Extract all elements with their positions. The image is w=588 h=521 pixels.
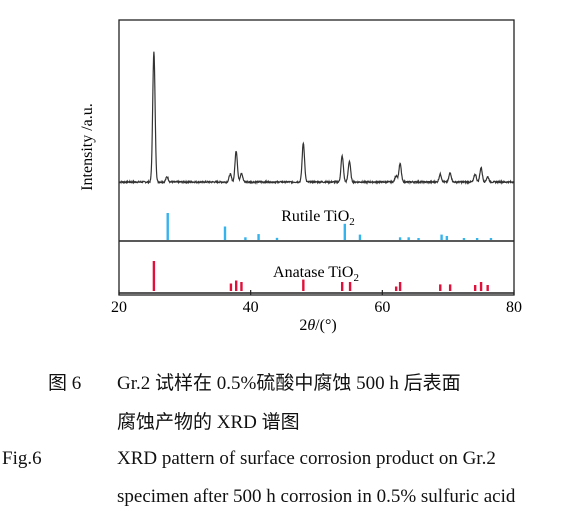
- xrd-pattern: [118, 51, 515, 186]
- caption-en-label: Fig.6: [2, 448, 42, 469]
- caption-cn-line2: 腐蚀产物的 XRD 谱图: [117, 412, 300, 433]
- caption-cn-text1: Gr.2 试样在 0.5%硫酸中腐蚀 500 h 后表面: [117, 373, 461, 394]
- x-tick-label: 60: [374, 299, 390, 316]
- caption-cn-line1: 图 6 Gr.2 试样在 0.5%硫酸中腐蚀 500 h 后表面: [48, 368, 461, 395]
- caption-en-line1: Fig.6 XRD pattern of surface corrosion pr…: [2, 448, 496, 470]
- x-axis-label-prefix: 2: [299, 317, 307, 334]
- rutile-legend-subscript: 2: [349, 216, 355, 228]
- plot-border: [118, 19, 515, 296]
- anatase-legend: Anatase TiO2: [273, 264, 359, 284]
- x-tick-label: 80: [506, 299, 522, 316]
- x-tick-label: 40: [243, 299, 259, 316]
- caption-en-line2: specimen after 500 h corrosion in 0.5% s…: [117, 486, 516, 507]
- xrd-chart: 20 40 60 80 Intensity /a.u. 2θ/(°) Rutile T…: [79, 19, 522, 334]
- plot-frame: [118, 19, 515, 296]
- anatase-legend-name: Anatase TiO: [273, 264, 353, 281]
- x-axis-ticks: 20 40 60 80: [111, 290, 522, 316]
- anatase-legend-subscript: 2: [353, 272, 359, 284]
- x-tick-label: 20: [111, 299, 127, 316]
- caption-cn-label: 图 6: [48, 373, 82, 394]
- x-axis-label-unit: /(°): [315, 317, 337, 334]
- rutile-legend: Rutile TiO2: [281, 208, 355, 228]
- x-axis-label: 2θ/(°): [299, 317, 336, 334]
- reference-sticks: [152, 213, 493, 291]
- rutile-legend-name: Rutile TiO: [281, 208, 349, 225]
- xrd-trace-line: [118, 51, 515, 186]
- y-axis-label: Intensity /a.u.: [79, 103, 96, 191]
- caption-en-text1: XRD pattern of surface corrosion product…: [117, 448, 496, 469]
- x-axis-label-theta: θ: [307, 317, 315, 334]
